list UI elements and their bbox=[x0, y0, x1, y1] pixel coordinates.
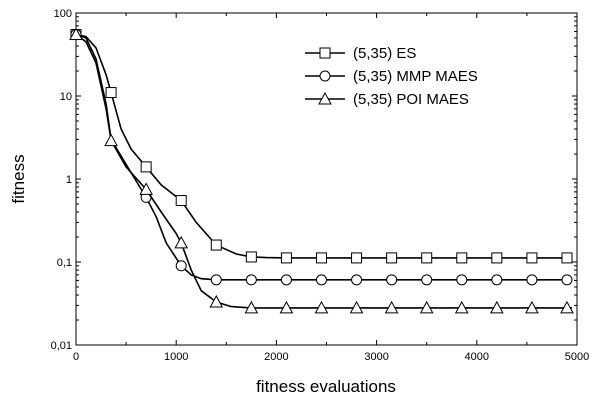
data-point-marker bbox=[526, 274, 538, 286]
data-point-marker bbox=[280, 274, 292, 286]
legend: (5,35) ES (5,35) MMP MAES (5,35) POI MAES bbox=[305, 45, 478, 108]
data-point-marker bbox=[245, 251, 257, 263]
data-point-marker bbox=[244, 300, 259, 314]
plot-area bbox=[75, 12, 578, 346]
x-tick-label: 0 bbox=[73, 351, 79, 363]
data-point-marker bbox=[421, 252, 433, 264]
data-point-marker bbox=[349, 300, 364, 314]
data-point-marker bbox=[525, 300, 539, 314]
legend-marker bbox=[318, 91, 332, 105]
data-point-marker bbox=[280, 252, 292, 264]
legend-marker bbox=[319, 47, 331, 59]
data-point-marker bbox=[314, 300, 329, 314]
data-point-marker bbox=[561, 274, 573, 286]
data-point-marker bbox=[315, 252, 327, 264]
series-circle bbox=[70, 29, 573, 286]
data-point-marker bbox=[209, 294, 224, 308]
legend-item: (5,35) POI MAES bbox=[305, 91, 469, 108]
data-point-marker bbox=[245, 274, 257, 286]
data-point-marker bbox=[526, 252, 538, 264]
data-point-marker bbox=[561, 252, 573, 264]
y-tick-label: 0,1 bbox=[57, 257, 72, 269]
data-point-marker bbox=[351, 274, 363, 286]
x-axis-title: fitness evaluations bbox=[256, 377, 396, 396]
data-point-marker bbox=[421, 274, 433, 286]
data-point-marker bbox=[456, 274, 468, 286]
data-point-marker bbox=[386, 252, 398, 264]
data-point-marker bbox=[174, 235, 189, 249]
data-point-marker bbox=[489, 300, 504, 314]
legend-item: (5,35) ES bbox=[305, 45, 416, 62]
axes: 0 1000 2000 3000 4000 5000 100 10 1 0,1 0,01 bbox=[51, 8, 590, 363]
data-point-marker bbox=[491, 252, 503, 264]
data-point-marker bbox=[210, 239, 222, 251]
x-tick-label: 3000 bbox=[364, 351, 388, 363]
legend-label: (5,35) MMP MAES bbox=[353, 68, 478, 85]
y-axis-title: fitness bbox=[9, 154, 28, 203]
data-point-marker bbox=[351, 252, 363, 264]
y-tick-label: 10 bbox=[60, 91, 72, 103]
data-point-marker bbox=[140, 161, 152, 173]
series-line bbox=[75, 33, 572, 259]
series-group bbox=[69, 27, 574, 314]
legend-label: (5,35) ES bbox=[353, 45, 416, 62]
data-point-marker bbox=[175, 195, 187, 207]
legend-marker bbox=[319, 70, 331, 82]
data-point-marker bbox=[139, 182, 153, 195]
x-tick-label: 4000 bbox=[465, 351, 489, 363]
data-point-marker bbox=[279, 300, 294, 314]
data-point-marker bbox=[419, 300, 434, 314]
data-point-marker bbox=[175, 260, 187, 272]
y-tick-label: 1 bbox=[66, 174, 72, 186]
legend-label: (5,35) POI MAES bbox=[353, 91, 469, 108]
data-point-marker bbox=[315, 274, 327, 286]
data-point-marker bbox=[384, 300, 399, 314]
data-point-marker bbox=[69, 27, 83, 41]
y-tick-label: 100 bbox=[54, 8, 72, 20]
data-point-marker bbox=[105, 87, 117, 99]
data-point-marker bbox=[491, 274, 503, 286]
series-triangle bbox=[69, 27, 574, 314]
data-point-marker bbox=[560, 300, 574, 314]
x-tick-label: 2000 bbox=[264, 351, 288, 363]
legend-item: (5,35) MMP MAES bbox=[305, 68, 478, 85]
data-point-marker bbox=[454, 300, 469, 314]
data-point-marker bbox=[456, 252, 468, 264]
data-point-marker bbox=[104, 133, 118, 147]
series-square bbox=[70, 29, 573, 264]
data-point-marker bbox=[210, 274, 222, 286]
data-point-marker bbox=[386, 274, 398, 286]
y-tick-label: 0,01 bbox=[51, 340, 72, 352]
series-line bbox=[75, 33, 572, 309]
x-tick-label: 5000 bbox=[565, 351, 589, 363]
x-tick-label: 1000 bbox=[164, 351, 188, 363]
